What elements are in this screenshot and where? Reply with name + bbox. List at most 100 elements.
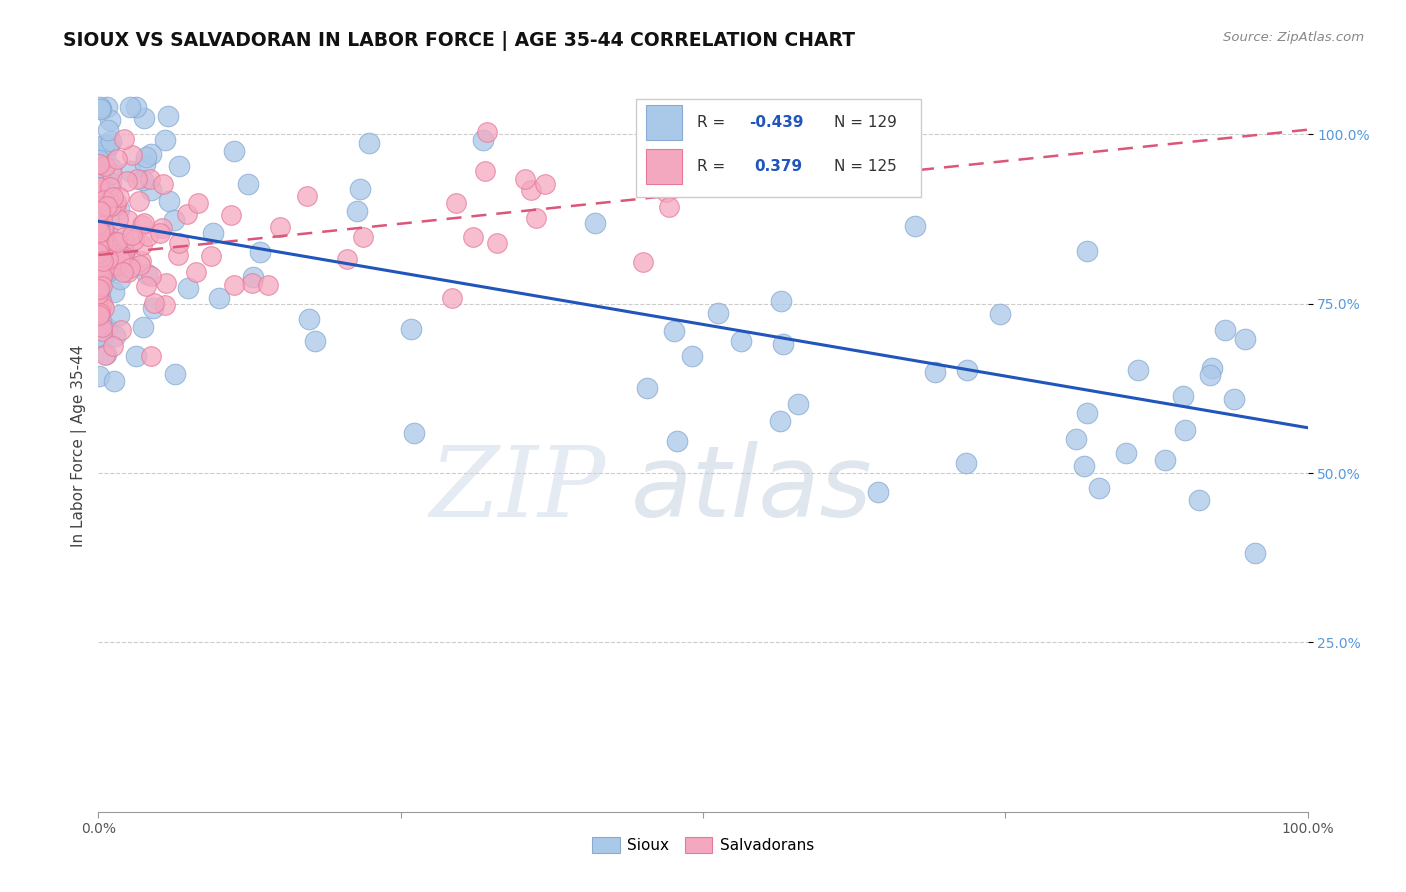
Point xyxy=(513,171,536,186)
Point xyxy=(112,234,135,248)
Point xyxy=(110,323,132,337)
Point xyxy=(242,270,264,285)
Point xyxy=(956,363,979,377)
Point xyxy=(352,230,374,244)
Point xyxy=(91,330,114,344)
Point xyxy=(89,225,111,239)
Point xyxy=(87,318,110,332)
Point xyxy=(104,328,127,343)
Point xyxy=(94,348,117,362)
Point xyxy=(222,277,245,292)
Point xyxy=(136,268,159,282)
Point xyxy=(129,253,152,268)
Point xyxy=(87,287,110,301)
Point xyxy=(87,180,110,194)
Point xyxy=(125,349,148,363)
Point xyxy=(924,365,946,379)
Point xyxy=(89,157,111,171)
Point xyxy=(128,258,150,272)
Point xyxy=(101,167,124,181)
Point xyxy=(662,181,685,195)
Point xyxy=(269,220,291,235)
Point xyxy=(87,180,110,194)
Point xyxy=(93,301,115,315)
Point xyxy=(93,237,115,252)
Point xyxy=(94,347,117,361)
FancyBboxPatch shape xyxy=(637,99,921,197)
Point xyxy=(120,261,142,276)
Point xyxy=(87,282,110,296)
Point xyxy=(97,252,120,266)
Point xyxy=(153,298,176,312)
Point xyxy=(87,252,110,266)
Point xyxy=(94,241,117,255)
Point xyxy=(1153,453,1175,467)
Point xyxy=(904,219,927,233)
Point xyxy=(90,254,112,268)
Point xyxy=(89,204,111,219)
Point xyxy=(132,216,155,230)
Point xyxy=(295,189,318,203)
Text: R =: R = xyxy=(697,115,730,130)
Point xyxy=(103,339,125,353)
Point xyxy=(100,135,122,149)
Point xyxy=(139,183,162,197)
Point xyxy=(87,266,110,280)
Point xyxy=(167,160,190,174)
Point xyxy=(769,414,792,428)
Point xyxy=(100,180,122,194)
Point xyxy=(125,172,148,186)
Point xyxy=(472,132,495,146)
Point xyxy=(90,199,112,213)
Point xyxy=(87,329,110,343)
Point xyxy=(105,195,128,210)
Point xyxy=(866,484,889,499)
Point xyxy=(87,246,110,260)
Point xyxy=(1198,368,1220,382)
Point xyxy=(132,173,155,187)
Point xyxy=(167,235,190,250)
Point xyxy=(135,279,157,293)
Point xyxy=(101,234,124,248)
Point xyxy=(90,103,112,117)
Point xyxy=(157,194,180,209)
Point xyxy=(955,456,977,470)
Point xyxy=(87,225,110,239)
Point xyxy=(163,368,186,382)
Point xyxy=(90,246,112,260)
Point xyxy=(91,324,114,338)
Point xyxy=(654,185,676,199)
Point xyxy=(91,269,114,284)
Point xyxy=(132,111,155,125)
Point xyxy=(583,216,606,230)
Point xyxy=(89,164,111,178)
Point xyxy=(87,140,110,154)
Point xyxy=(89,306,111,320)
Point xyxy=(103,374,125,388)
Point xyxy=(153,133,176,147)
Point xyxy=(730,334,752,348)
Point xyxy=(89,241,111,255)
Text: atlas: atlas xyxy=(630,442,872,539)
Point xyxy=(90,314,112,328)
Legend: Sioux, Salvadorans: Sioux, Salvadorans xyxy=(586,830,820,859)
Point xyxy=(988,307,1011,321)
Point xyxy=(108,308,131,322)
Point xyxy=(87,244,110,259)
Point xyxy=(94,159,117,173)
FancyBboxPatch shape xyxy=(647,149,682,184)
Point xyxy=(1066,432,1088,446)
Point xyxy=(87,145,110,159)
Point xyxy=(91,250,114,264)
Point xyxy=(359,136,381,151)
Point xyxy=(238,177,260,191)
Point xyxy=(461,230,484,244)
Point xyxy=(87,213,110,227)
Point xyxy=(108,190,131,204)
Point xyxy=(89,262,111,277)
Point xyxy=(94,146,117,161)
Point xyxy=(112,245,135,260)
Point xyxy=(89,195,111,210)
Point xyxy=(249,244,271,259)
Point xyxy=(89,238,111,252)
